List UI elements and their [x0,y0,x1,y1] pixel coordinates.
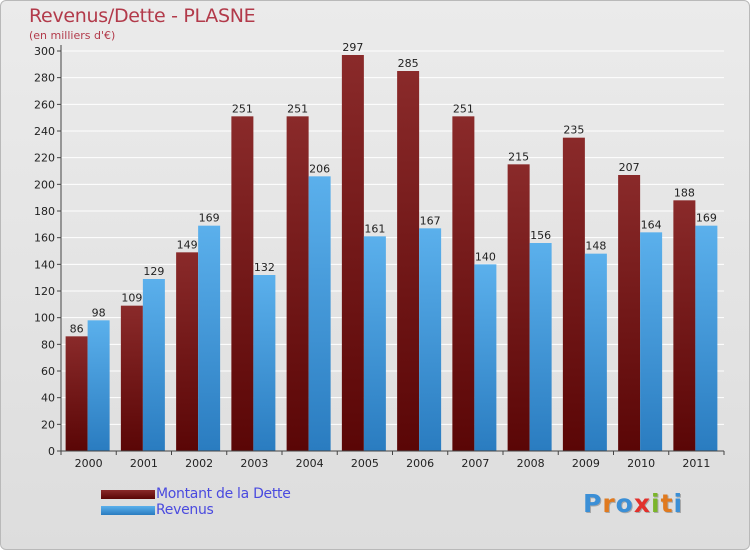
data-label-revenus-2006: 167 [420,214,441,227]
data-label-dette-2008: 215 [508,150,529,163]
data-label-dette-2001: 109 [121,292,142,305]
data-label-dette-2002: 149 [177,238,198,251]
y-tick-label: 0 [48,445,55,458]
x-tick-label-2008: 2008 [517,457,545,470]
legend-label-dette: Montant de la Dette [156,486,291,502]
data-label-dette-2011: 188 [674,186,695,199]
bar-dette-2009 [562,137,585,451]
legend-swatch-revenus [101,506,155,515]
data-label-revenus-2009: 148 [585,240,606,253]
bar-revenus-2002 [198,225,221,451]
data-label-revenus-2010: 164 [641,218,662,231]
data-label-revenus-2001: 129 [143,265,164,278]
y-axis-ticks: 0 20 40 60 80 100 120 140 160 180 200 220 240 260 280 3… [34,45,61,458]
bar-revenus-2009 [584,253,607,451]
bar-dette-2008 [507,164,530,452]
bar-dette-2001 [120,305,143,451]
legend-swatch-dette [101,490,155,499]
bar-revenus-2005 [363,236,386,451]
bar-revenus-2007 [474,264,497,451]
bar-dette-2003 [231,116,254,451]
logo-letter: r [602,489,616,518]
logo-letter: t [660,489,674,518]
y-tick-label: 100 [34,312,55,325]
logo-letter: i [651,489,661,518]
bar-dette-2010 [618,175,641,451]
bar-revenus-2004 [308,176,331,452]
data-label-dette-2003: 251 [232,102,253,115]
data-label-revenus-2003: 132 [254,261,275,274]
bar-revenus-2006 [419,228,442,451]
x-axis-ticks: 2000 2001 2002 2003 2004 2005 2006 2007 2008 2009… [60,451,725,470]
data-label-revenus-2005: 161 [364,222,385,235]
x-tick-label-2003: 2003 [240,457,268,470]
bar-dette-2007 [452,116,475,451]
data-label-dette-2010: 207 [619,161,640,174]
y-tick-label: 280 [34,72,55,85]
x-tick-label-2005: 2005 [351,457,379,470]
data-label-dette-2000: 86 [70,322,84,335]
data-label-dette-2009: 235 [563,124,584,137]
x-tick-label-2011: 2011 [682,457,710,470]
bar-dette-2006 [397,71,420,451]
x-tick-label-2004: 2004 [296,457,324,470]
chart-title: Revenus/Dette - PLASNE [29,5,256,27]
bar-dette-2004 [286,116,309,451]
data-label-revenus-2002: 169 [199,212,220,225]
y-tick-label: 80 [41,338,55,351]
data-label-revenus-2007: 140 [475,250,496,263]
y-tick-label: 240 [34,125,55,138]
bar-revenus-2003 [253,275,276,451]
y-tick-label: 200 [34,178,55,191]
x-tick-label-2010: 2010 [627,457,655,470]
chart-subtitle: (en milliers d'€) [29,29,116,42]
y-tick-label: 20 [41,418,55,431]
logo-letter: P [583,489,603,518]
x-tick-label-2009: 2009 [572,457,600,470]
y-tick-label: 120 [34,285,55,298]
bar-dette-2000 [65,336,88,451]
x-tick-label-2006: 2006 [406,457,434,470]
data-label-dette-2005: 297 [342,41,363,54]
y-tick-label: 140 [34,258,55,271]
bar-dette-2002 [176,252,199,451]
logo-letter: o [615,489,634,518]
y-tick-label: 300 [34,45,55,58]
bar-revenus-2000 [87,320,110,451]
y-tick-label: 160 [34,232,55,245]
x-tick-label-2002: 2002 [185,457,213,470]
data-label-revenus-2008: 156 [530,229,551,242]
grid-lines [61,50,724,452]
data-label-revenus-2004: 206 [309,162,330,175]
bar-dette-2005 [341,55,364,451]
y-tick-label: 220 [34,152,55,165]
x-tick-label-2000: 2000 [75,457,103,470]
bar-revenus-2001 [142,279,165,451]
y-tick-label: 60 [41,365,55,378]
data-label-dette-2004: 251 [287,102,308,115]
data-label-dette-2006: 285 [398,57,419,70]
y-tick-label: 40 [41,392,55,405]
bar-dette-2011 [673,200,696,451]
data-label-dette-2007: 251 [453,102,474,115]
bar-revenus-2010 [640,232,663,451]
data-labels: 86 109 149 251 251 297 285 251 215 235 207 188 98 129… [70,41,717,335]
logo-letter: x [633,489,651,518]
y-tick-label: 180 [34,205,55,218]
legend-label-revenus: Revenus [156,502,214,518]
x-tick-label-2001: 2001 [130,457,158,470]
x-tick-label-2007: 2007 [461,457,489,470]
proxiti-logo: Proxiti [583,489,683,518]
y-tick-label: 260 [34,98,55,111]
bar-revenus-2011 [695,225,718,451]
logo-letter: i [673,489,684,518]
bars [65,55,718,452]
data-label-revenus-2000: 98 [92,306,106,319]
bar-revenus-2008 [529,243,552,451]
data-label-revenus-2011: 169 [696,212,717,225]
